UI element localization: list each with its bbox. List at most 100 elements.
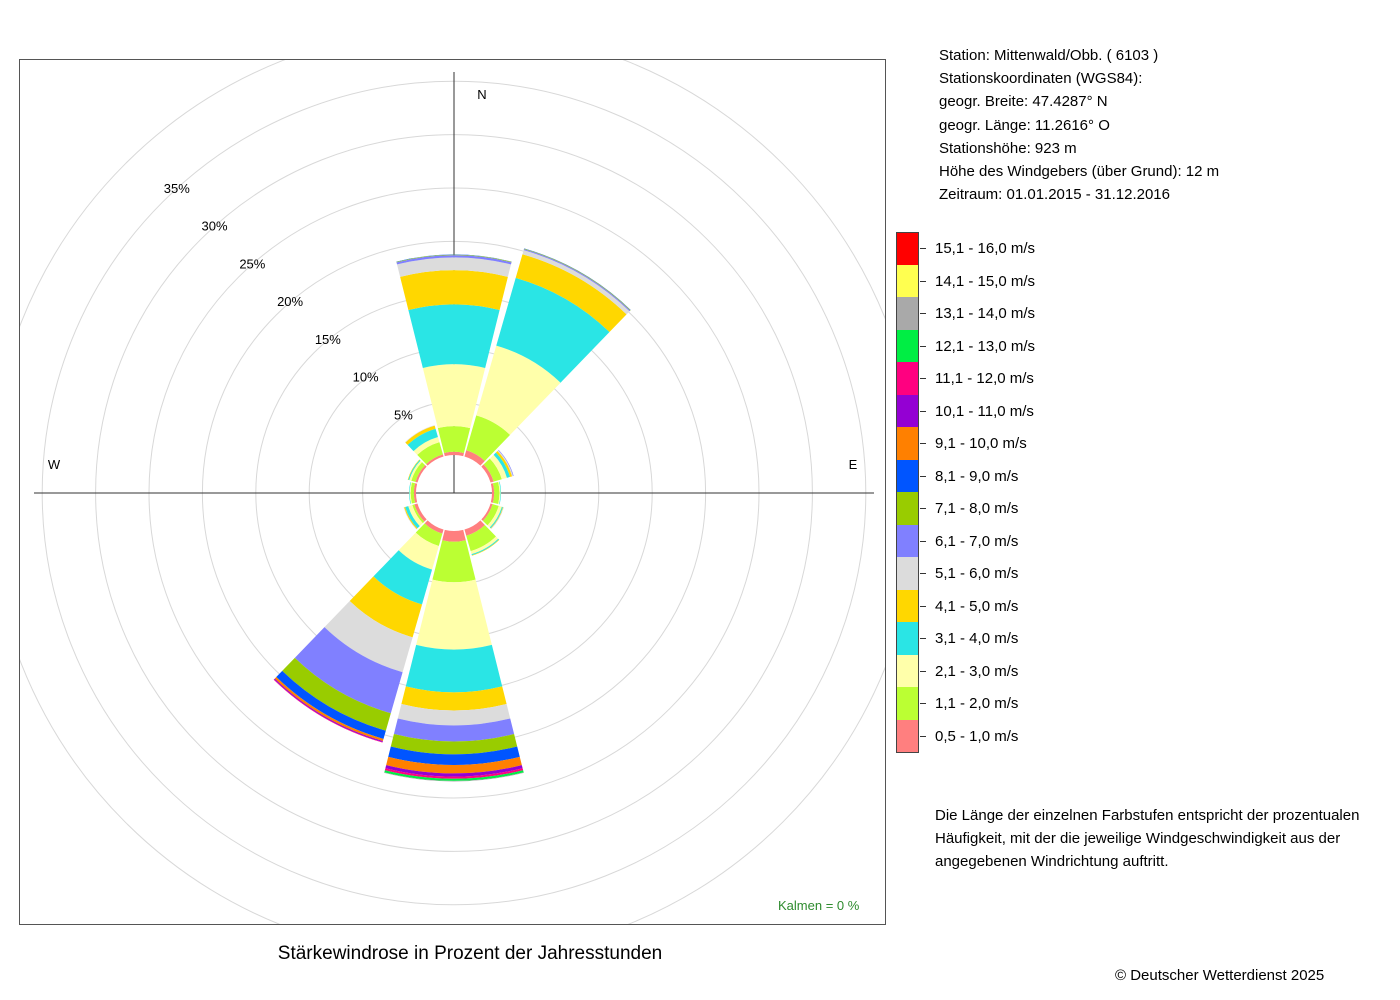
longitude: geogr. Länge: 11.2616° O bbox=[939, 116, 1110, 134]
legend-tick bbox=[920, 670, 926, 672]
legend-swatch bbox=[896, 492, 919, 525]
wind-sector-segment bbox=[471, 538, 499, 556]
wind-sector-segment bbox=[415, 523, 443, 546]
station-elevation: Stationshöhe: 923 m bbox=[939, 139, 1077, 157]
wind-sector-segment bbox=[482, 504, 499, 526]
legend-label: 14,1 - 15,0 m/s bbox=[935, 272, 1036, 290]
wind-sector-segment bbox=[496, 277, 610, 383]
direction-label: E bbox=[849, 457, 858, 472]
wind-sector-segment bbox=[426, 454, 444, 466]
wind-sector-segment bbox=[385, 765, 523, 777]
legend-swatch bbox=[896, 329, 919, 363]
station-name: Station: Mittenwald/Obb. ( 6103 ) bbox=[939, 47, 1159, 64]
legend-tick bbox=[920, 410, 926, 412]
radial-tick-label: 30% bbox=[202, 219, 228, 234]
legend-tick bbox=[920, 703, 926, 704]
plot-frame: 5% 10% 15% 20% 25% 30% 35% N E W bbox=[19, 59, 886, 925]
legend-swatch bbox=[896, 459, 919, 493]
wind-sector-segment bbox=[413, 436, 440, 455]
legend-label: 1,1 - 2,0 m/s bbox=[935, 695, 1019, 712]
wind-sector-segment bbox=[442, 529, 466, 542]
wind-sector-segment bbox=[415, 465, 427, 483]
wind-sector-segment bbox=[489, 454, 507, 480]
legend-border bbox=[896, 752, 919, 753]
wind-sector-segment bbox=[432, 540, 476, 583]
wind-sector-segment bbox=[401, 686, 507, 711]
wind-sector-segment bbox=[282, 657, 391, 731]
legend-tick bbox=[920, 443, 926, 444]
legend-swatch bbox=[896, 719, 919, 753]
wind-sector-segment bbox=[417, 442, 443, 465]
legend-swatch bbox=[896, 427, 919, 460]
wind-sector-segment bbox=[373, 550, 433, 605]
wind-sector-segment bbox=[493, 452, 511, 478]
wind-sector-segment bbox=[390, 734, 518, 755]
legend-tick bbox=[920, 605, 926, 607]
wind-sector-segment bbox=[324, 601, 413, 673]
legend-item: 12,1 - 13,0 m/s bbox=[896, 329, 1096, 363]
legend-item: 11,1 - 12,0 m/s bbox=[896, 362, 1096, 395]
legend-item: 5,1 - 6,0 m/s bbox=[896, 557, 1096, 590]
legend-label: 2,1 - 3,0 m/s bbox=[935, 662, 1019, 680]
wind-sector-segment bbox=[416, 579, 492, 650]
legend-swatch bbox=[896, 394, 919, 428]
wind-sector-segment bbox=[515, 254, 627, 332]
wind-sector-segment bbox=[499, 481, 502, 505]
legend-label: 9,1 - 10,0 m/s bbox=[935, 435, 1027, 452]
legend-label: 6,1 - 7,0 m/s bbox=[935, 532, 1019, 550]
wind-sector-segment bbox=[464, 520, 485, 536]
wind-sector-segment bbox=[481, 503, 493, 521]
radial-tick-label: 10% bbox=[353, 370, 379, 385]
direction-label: W bbox=[48, 457, 61, 472]
legend-swatch bbox=[896, 362, 919, 395]
legend-label: 7,1 - 8,0 m/s bbox=[935, 500, 1019, 517]
wind-sector-segment bbox=[408, 304, 500, 369]
legend-item: 15,1 - 16,0 m/s bbox=[896, 232, 1096, 265]
legend-border bbox=[896, 232, 919, 233]
legend-swatch bbox=[896, 589, 919, 623]
legend-tick bbox=[920, 248, 926, 249]
wind-sector-segment bbox=[464, 450, 485, 466]
legend-swatch bbox=[896, 232, 919, 265]
wind-sector-segment bbox=[400, 270, 508, 311]
wind-sector-segment bbox=[408, 504, 423, 527]
legend-swatch bbox=[896, 654, 919, 688]
legend-item: 7,1 - 8,0 m/s bbox=[896, 492, 1096, 525]
wind-sector-segment bbox=[410, 482, 416, 504]
wind-sector-segment bbox=[483, 458, 502, 482]
legend-item: 1,1 - 2,0 m/s bbox=[896, 687, 1096, 720]
legend-label: 8,1 - 9,0 m/s bbox=[935, 467, 1019, 485]
wind-sector-segment bbox=[397, 703, 511, 726]
wind-sector-segment bbox=[276, 670, 386, 739]
legend-label: 3,1 - 4,0 m/s bbox=[935, 630, 1019, 647]
legend-item: 10,1 - 11,0 m/s bbox=[896, 394, 1096, 428]
wind-sector-segment bbox=[404, 507, 418, 530]
legend-tick bbox=[920, 735, 926, 737]
legend-tick bbox=[920, 573, 926, 574]
wind-sector-segment bbox=[492, 481, 500, 505]
legend-tick bbox=[920, 313, 926, 314]
legend-label: 11,1 - 12,0 m/s bbox=[935, 370, 1034, 387]
wind-sector-segment bbox=[437, 426, 471, 454]
wind-sector-segment bbox=[412, 504, 425, 524]
station-info: Station: Mittenwald/Obb. ( 6103 ) Statio… bbox=[939, 44, 1219, 206]
wind-sector-segment bbox=[396, 254, 512, 263]
radial-tick-label: 25% bbox=[239, 256, 265, 271]
radial-tick-label: 35% bbox=[164, 181, 190, 196]
wind-sector-segment bbox=[409, 482, 412, 504]
legend-item: 13,1 - 14,0 m/s bbox=[896, 297, 1096, 330]
legend-tick bbox=[920, 345, 926, 347]
wind-sector-segment bbox=[407, 428, 438, 452]
legend-item: 8,1 - 9,0 m/s bbox=[896, 459, 1096, 493]
wind-sector-segment bbox=[490, 483, 495, 503]
wind-sector-segment bbox=[409, 460, 423, 481]
legend-swatch bbox=[896, 297, 919, 330]
wind-sector-segment bbox=[386, 756, 522, 774]
legend-tick bbox=[920, 508, 926, 509]
legend-label: 15,1 - 16,0 m/s bbox=[935, 240, 1036, 257]
wind-sector-segment bbox=[409, 482, 411, 504]
wind-sector-segment bbox=[466, 524, 496, 552]
wind-sector-segment bbox=[470, 536, 499, 555]
legend-label: 0,5 - 1,0 m/s bbox=[935, 727, 1019, 745]
latitude: geogr. Breite: 47.4287° N bbox=[939, 93, 1108, 111]
